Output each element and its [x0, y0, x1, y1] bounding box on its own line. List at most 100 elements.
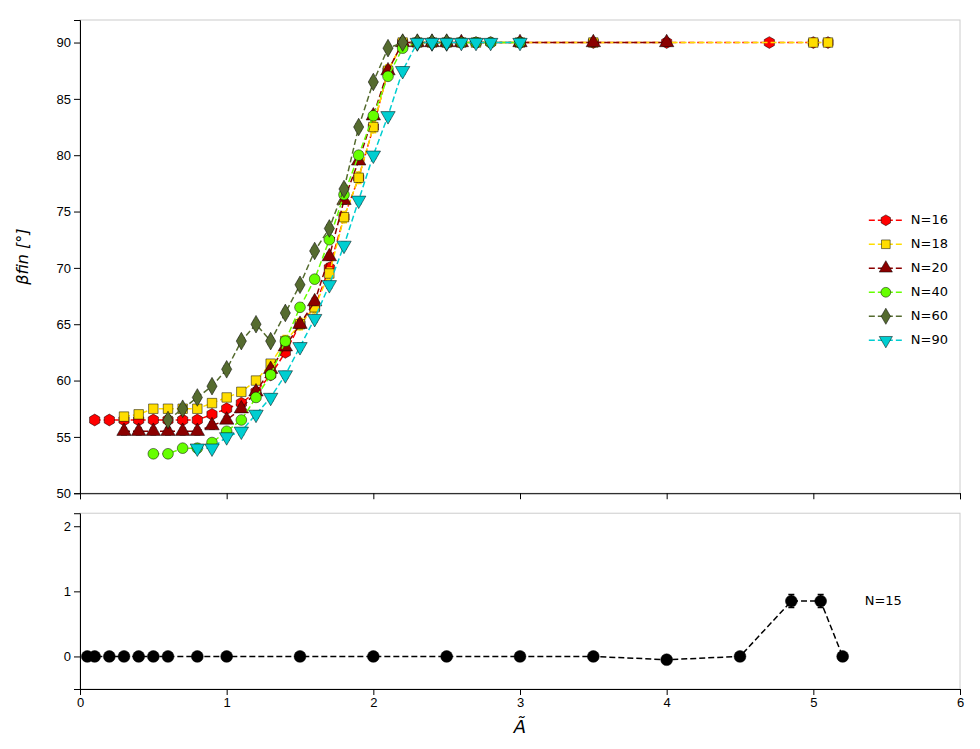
x-tick: 0 [77, 689, 84, 710]
x-axis [81, 493, 961, 499]
data-point [280, 304, 290, 322]
legend-label: N=18 [911, 236, 948, 251]
data-point [175, 423, 189, 435]
data-point [90, 414, 100, 426]
y-tick-label: 75 [57, 204, 71, 219]
data-point [469, 38, 483, 50]
y-tick: 80 [57, 148, 80, 163]
data-point [368, 110, 379, 121]
legend-item: N=16 [869, 212, 948, 227]
data-point [587, 651, 599, 663]
legend-label: N=60 [911, 308, 948, 323]
y-tick-label: 90 [57, 35, 71, 50]
data-point [785, 595, 797, 607]
series [148, 37, 525, 459]
data-point [454, 38, 468, 50]
y-tick-label: 60 [57, 373, 71, 388]
axis-domain [74, 514, 81, 690]
data-point [809, 38, 818, 47]
data-point [281, 336, 290, 345]
panel: 505560657075808590N=16N=18N=20N=40N=60N=… [13, 20, 961, 501]
data-point [354, 118, 364, 136]
data-point [837, 651, 849, 663]
data-point [234, 427, 248, 439]
series [190, 38, 527, 456]
data-point [146, 423, 160, 435]
data-point [354, 173, 363, 182]
y-tick-mark [74, 99, 80, 100]
legend-marker [881, 287, 891, 297]
data-point [190, 444, 204, 456]
x-tick [667, 493, 668, 499]
data-point [219, 412, 233, 424]
data-point [366, 151, 380, 163]
y-tick-mark [74, 268, 80, 269]
data-point [659, 34, 673, 46]
data-point [249, 410, 263, 422]
legend-marker [879, 336, 892, 347]
y-tick: 85 [57, 92, 80, 107]
data-point [351, 196, 365, 208]
data-point [133, 651, 145, 663]
y-tick-mark [74, 381, 80, 382]
panel: 0123456012N=15Ã [64, 513, 964, 737]
error-bar-cap [370, 132, 376, 134]
x-tick: 4 [664, 689, 671, 710]
data-point [398, 34, 408, 52]
data-point [823, 38, 832, 47]
data-point [117, 423, 131, 435]
y-tick-mark [74, 155, 80, 156]
data-point [295, 276, 305, 294]
data-point [236, 332, 246, 350]
data-point [339, 180, 349, 198]
x-tick [960, 493, 961, 499]
x-tick [373, 493, 374, 499]
x-tick: 6 [957, 689, 964, 710]
x-tick-mark [813, 689, 814, 695]
x-tick: 2 [370, 689, 377, 710]
data-point [337, 241, 351, 253]
data-point [278, 371, 292, 383]
data-point [236, 415, 247, 426]
legend-marker [881, 308, 890, 324]
annotation: N=15 [865, 593, 902, 608]
x-tick-label: 6 [957, 695, 964, 710]
series-line [197, 43, 520, 449]
data-point [265, 370, 276, 381]
series-line [168, 43, 447, 420]
y-tick: 50 [57, 486, 80, 501]
y-tick-mark [74, 493, 80, 494]
legend-label: N=20 [911, 260, 948, 275]
error-bar-cap [341, 222, 347, 224]
y-tick: 1 [64, 584, 80, 599]
data-point [324, 220, 334, 238]
data-point [149, 404, 158, 413]
data-point [219, 433, 233, 445]
data-point [307, 314, 321, 326]
y-tick-label: 2 [64, 519, 71, 534]
data-point [190, 423, 204, 435]
data-point [395, 67, 409, 79]
y-tick: 65 [57, 317, 80, 332]
x-tick-mark [227, 689, 228, 695]
y-tick-mark [74, 43, 80, 44]
y-tick-mark [74, 324, 80, 325]
data-point [177, 443, 188, 454]
y-tick: 2 [64, 519, 80, 534]
x-tick [813, 493, 814, 499]
legend-item: N=40 [869, 284, 948, 299]
x-tick-label: 2 [370, 695, 377, 710]
data-point [266, 369, 276, 381]
x-tick-mark [373, 689, 374, 695]
legend-item: N=20 [869, 260, 948, 275]
data-point [307, 293, 321, 305]
data-point [237, 387, 246, 396]
x-tick [520, 493, 521, 499]
data-point [251, 315, 261, 333]
data-point [483, 38, 497, 50]
series [81, 595, 848, 666]
data-point [815, 595, 827, 607]
data-point [162, 651, 174, 663]
y-axis-label: βfin [°] [13, 228, 32, 285]
x-tick-label: 5 [810, 695, 817, 710]
